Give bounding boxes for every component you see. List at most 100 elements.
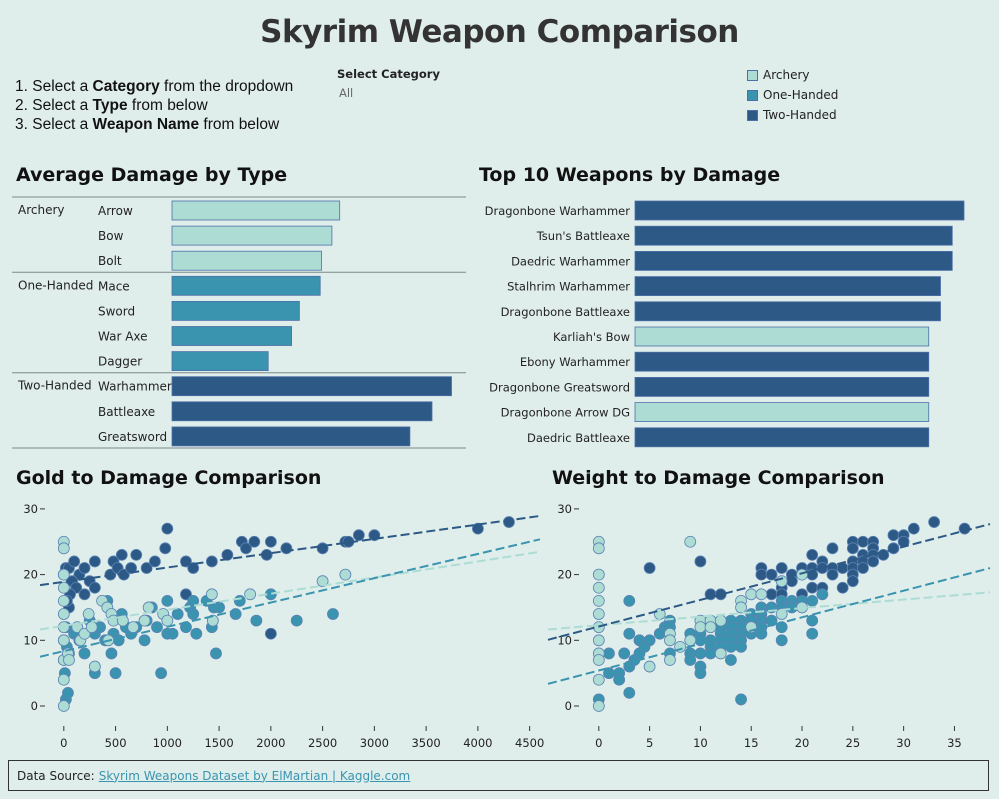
- data-point-one-handed[interactable]: [105, 647, 118, 660]
- data-point-one-handed[interactable]: [724, 654, 737, 666]
- data-point-archery[interactable]: [755, 588, 768, 601]
- data-point-two-handed[interactable]: [159, 542, 172, 555]
- data-point-one-handed[interactable]: [213, 601, 225, 614]
- data-point-archery[interactable]: [57, 700, 70, 712]
- avg-damage-bar[interactable]: [171, 326, 292, 346]
- type-label[interactable]: Bolt: [98, 254, 122, 268]
- data-point-two-handed[interactable]: [857, 562, 869, 574]
- data-point-two-handed[interactable]: [149, 555, 161, 568]
- data-point-one-handed[interactable]: [250, 614, 263, 627]
- data-point-two-handed[interactable]: [221, 548, 234, 561]
- data-point-two-handed[interactable]: [836, 581, 849, 594]
- data-point-two-handed[interactable]: [68, 555, 81, 568]
- data-point-two-handed[interactable]: [826, 542, 839, 555]
- data-point-two-handed[interactable]: [125, 562, 137, 574]
- data-point-archery[interactable]: [704, 621, 717, 634]
- type-label[interactable]: Greatsword: [98, 430, 167, 444]
- data-point-archery[interactable]: [339, 568, 352, 581]
- data-point-archery[interactable]: [142, 601, 155, 614]
- avg-damage-bar[interactable]: [171, 200, 341, 221]
- avg-damage-bar[interactable]: [171, 300, 300, 321]
- data-point-one-handed[interactable]: [694, 647, 707, 660]
- data-point-archery[interactable]: [63, 654, 75, 666]
- data-point-archery[interactable]: [592, 700, 605, 712]
- data-point-archery[interactable]: [57, 594, 70, 607]
- data-point-one-handed[interactable]: [816, 588, 829, 601]
- data-point-one-handed[interactable]: [724, 640, 737, 653]
- data-point-two-handed[interactable]: [240, 542, 252, 555]
- data-point-two-handed[interactable]: [352, 529, 365, 542]
- data-point-two-handed[interactable]: [130, 548, 143, 561]
- top10-bar[interactable]: [634, 402, 930, 423]
- data-point-archery[interactable]: [643, 660, 656, 673]
- data-point-two-handed[interactable]: [264, 627, 277, 640]
- data-point-two-handed[interactable]: [846, 575, 859, 588]
- data-point-archery[interactable]: [796, 568, 808, 581]
- top10-bar[interactable]: [634, 376, 930, 397]
- type-label[interactable]: Battleaxe: [98, 405, 155, 419]
- type-label[interactable]: Bow: [98, 229, 124, 243]
- data-point-one-handed[interactable]: [806, 614, 819, 627]
- weapon-name-label[interactable]: Daedric Warhammer: [511, 254, 630, 268]
- data-point-archery[interactable]: [592, 581, 605, 594]
- avg-damage-bar[interactable]: [171, 275, 321, 296]
- data-point-two-handed[interactable]: [806, 548, 819, 561]
- data-point-archery[interactable]: [694, 621, 707, 634]
- data-point-one-handed[interactable]: [643, 634, 656, 647]
- data-point-two-handed[interactable]: [694, 555, 707, 568]
- category-filter-dropdown[interactable]: All: [339, 86, 354, 100]
- avg-damage-bar[interactable]: [171, 376, 452, 397]
- data-point-one-handed[interactable]: [161, 594, 174, 607]
- data-point-archery[interactable]: [592, 542, 605, 555]
- data-point-archery[interactable]: [592, 673, 605, 686]
- data-point-archery[interactable]: [138, 614, 151, 627]
- type-label[interactable]: Arrow: [98, 204, 133, 218]
- data-point-two-handed[interactable]: [316, 542, 329, 555]
- data-point-two-handed[interactable]: [503, 516, 515, 528]
- data-point-archery[interactable]: [714, 614, 727, 627]
- data-point-archery[interactable]: [592, 568, 605, 581]
- data-point-two-handed[interactable]: [907, 522, 920, 535]
- data-point-one-handed[interactable]: [735, 693, 747, 706]
- data-point-archery[interactable]: [57, 634, 70, 647]
- legend-item-two-handed[interactable]: Two-Handed: [747, 108, 837, 122]
- data-point-archery[interactable]: [592, 608, 605, 620]
- data-point-one-handed[interactable]: [806, 594, 819, 607]
- data-point-archery[interactable]: [775, 608, 788, 620]
- data-point-one-handed[interactable]: [151, 621, 163, 634]
- data-point-one-handed[interactable]: [187, 608, 200, 620]
- top10-bar[interactable]: [634, 326, 930, 347]
- data-point-archery[interactable]: [127, 621, 140, 634]
- weapon-name-label[interactable]: Ebony Warhammer: [520, 355, 630, 369]
- data-point-two-handed[interactable]: [78, 562, 91, 574]
- weapon-name-label[interactable]: Karliah's Bow: [553, 330, 630, 344]
- data-point-archery[interactable]: [714, 647, 727, 660]
- data-point-two-handed[interactable]: [867, 555, 880, 568]
- data-source-link[interactable]: Skyrim Weapons Dataset by ElMartian | Ka…: [98, 768, 411, 783]
- data-point-one-handed[interactable]: [704, 647, 717, 660]
- top10-bar[interactable]: [634, 200, 965, 221]
- data-point-two-handed[interactable]: [78, 588, 91, 601]
- avg-damage-bar[interactable]: [171, 426, 411, 447]
- data-point-one-handed[interactable]: [155, 667, 168, 680]
- data-point-one-handed[interactable]: [735, 640, 747, 653]
- data-point-one-handed[interactable]: [623, 686, 636, 699]
- data-point-one-handed[interactable]: [775, 634, 788, 647]
- data-point-one-handed[interactable]: [210, 647, 222, 660]
- data-point-archery[interactable]: [592, 594, 605, 607]
- data-point-two-handed[interactable]: [806, 581, 819, 594]
- weapon-name-label[interactable]: Dragonbone Greatsword: [489, 380, 630, 394]
- data-point-two-handed[interactable]: [958, 522, 971, 535]
- data-point-two-handed[interactable]: [161, 522, 174, 535]
- weapon-name-label[interactable]: Dragonbone Battleaxe: [501, 305, 630, 319]
- data-point-one-handed[interactable]: [613, 673, 626, 686]
- data-point-one-handed[interactable]: [78, 647, 91, 660]
- legend-item-one-handed[interactable]: One-Handed: [747, 88, 838, 102]
- top10-bar[interactable]: [634, 250, 953, 271]
- data-point-one-handed[interactable]: [327, 608, 339, 620]
- data-point-archery[interactable]: [592, 634, 605, 647]
- data-point-one-handed[interactable]: [603, 647, 615, 660]
- data-point-archery[interactable]: [664, 634, 676, 647]
- data-point-archery[interactable]: [206, 614, 219, 627]
- data-point-one-handed[interactable]: [694, 667, 707, 680]
